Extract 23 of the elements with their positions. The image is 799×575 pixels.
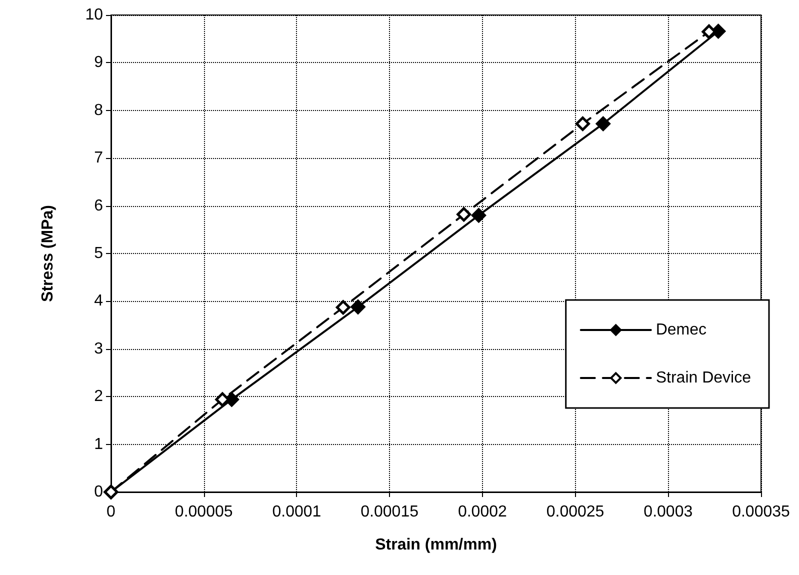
y-tick-label: 5	[94, 245, 104, 262]
x-tick-label: 0.0002	[458, 504, 507, 520]
y-tick-label: 4	[94, 292, 104, 310]
y-tick-label: 9	[94, 54, 104, 72]
x-tick-label: 0	[106, 504, 116, 520]
y-tick-label: 1	[94, 436, 104, 453]
x-tick-label: 0.00005	[174, 504, 233, 520]
legend-label: Strain Device	[656, 370, 752, 386]
legend-label: Demec	[656, 322, 707, 338]
y-tick-label: 3	[94, 340, 104, 358]
x-axis-title: Strain (mm/mm)	[375, 536, 497, 554]
y-tick-label: 7	[94, 150, 104, 167]
y-tick-label: 2	[94, 388, 104, 406]
y-tick-label: 10	[85, 6, 104, 24]
x-tick-label: 0.0003	[644, 504, 693, 520]
y-tick-label: 6	[94, 197, 104, 214]
x-tick-label: 0.00035	[732, 504, 790, 520]
y-axis-title: Stress (MPa)	[40, 205, 56, 302]
x-tick-label: 0.00015	[360, 504, 419, 520]
y-tick-label: 0	[94, 484, 104, 500]
x-tick-label: 0.00025	[546, 504, 604, 520]
y-tick-label: 8	[94, 102, 104, 119]
x-tick-label: 0.0001	[272, 504, 322, 520]
